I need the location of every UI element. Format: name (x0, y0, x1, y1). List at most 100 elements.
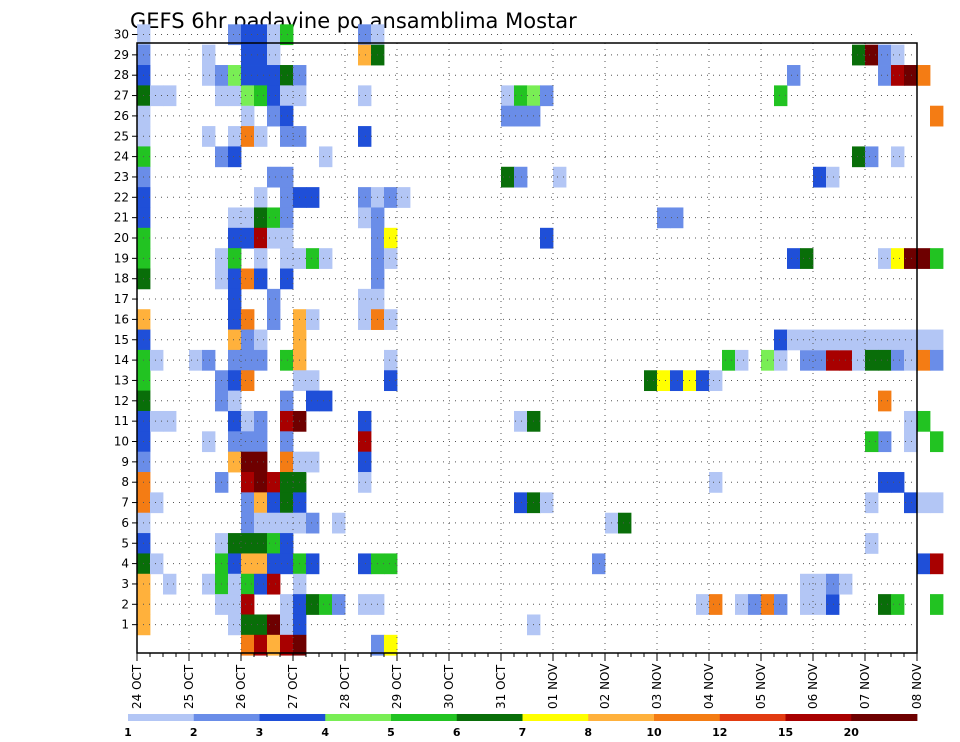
cell-156 (280, 349, 294, 371)
legend-label-6: 6 (453, 726, 461, 739)
cell-90 (241, 349, 255, 371)
cell-97 (241, 512, 255, 534)
y-tick-label-27: 27 (114, 89, 129, 103)
y-tick-label-13: 13 (114, 373, 129, 387)
cell-107 (254, 85, 268, 107)
cell-233 (384, 349, 398, 371)
cell-281 (800, 248, 814, 269)
cell-229 (384, 187, 398, 208)
cell-332 (891, 594, 905, 615)
cell-88 (241, 309, 255, 330)
cell-127 (267, 24, 281, 46)
cell-349 (930, 492, 944, 514)
x-tick-label-3: 27 OCT (286, 664, 300, 709)
cell-166 (280, 594, 294, 615)
y-tick-label-26: 26 (114, 109, 129, 123)
cell-241 (514, 85, 528, 107)
cell-64 (228, 288, 242, 310)
cell-268 (709, 594, 723, 615)
cell-85 (241, 207, 255, 229)
cell-138 (267, 492, 281, 514)
cell-60 (228, 207, 242, 229)
cell-228 (371, 634, 385, 656)
cell-260 (657, 207, 671, 229)
cell-131 (267, 105, 281, 127)
cell-320 (878, 248, 892, 269)
cell-262 (670, 207, 684, 229)
cell-347 (930, 553, 944, 575)
cell-165 (280, 553, 294, 575)
cell-124 (254, 573, 268, 595)
cell-297 (891, 329, 905, 351)
cell-289 (787, 329, 801, 351)
cell-111 (254, 227, 268, 249)
cell-93 (241, 431, 255, 453)
cell-149 (280, 126, 294, 147)
cell-342 (917, 492, 931, 514)
cell-158 (280, 410, 294, 432)
cell-261 (670, 370, 684, 392)
cell-344 (930, 105, 944, 127)
cell-119 (254, 472, 268, 493)
cell-96 (241, 492, 255, 514)
cell-70 (228, 410, 242, 432)
cell-34 (163, 85, 177, 107)
y-tick-label-21: 21 (114, 211, 129, 225)
cell-208 (358, 207, 372, 229)
cell-237 (397, 187, 411, 208)
cell-313 (930, 349, 944, 371)
cell-264 (696, 370, 710, 392)
cell-310 (891, 349, 905, 371)
x-tick-label-15: 08 NOV (910, 663, 924, 709)
y-tick-label-19: 19 (114, 251, 129, 265)
cell-296 (878, 329, 892, 351)
cell-269 (722, 349, 736, 371)
cell-282 (800, 349, 814, 371)
y-tick-label-28: 28 (114, 68, 129, 82)
x-tick-label-1: 25 OCT (182, 664, 196, 709)
cell-35 (163, 410, 177, 432)
cell-68 (228, 370, 242, 392)
cell-141 (267, 553, 281, 575)
cell-317 (865, 146, 879, 168)
cell-190 (306, 309, 320, 330)
cell-231 (384, 248, 398, 269)
y-tick-label-8: 8 (121, 475, 129, 489)
y-tick-label-2: 2 (121, 597, 129, 611)
cell-57 (228, 65, 242, 86)
cell-155 (280, 268, 294, 290)
cell-103 (241, 634, 255, 656)
cell-38 (202, 44, 216, 66)
cell-142 (267, 573, 281, 595)
cell-333 (891, 65, 905, 86)
cell-235 (384, 553, 398, 575)
x-axis: 24 OCT 25 OCT 26 OCT 27 OCT 28 OCT 29 OCT 30 O… (130, 653, 924, 709)
y-tick-label-7: 7 (121, 496, 129, 510)
cell-202 (332, 594, 346, 615)
cell-105 (254, 44, 268, 66)
cell-255 (592, 553, 606, 575)
cell-213 (358, 451, 372, 473)
cell-98 (241, 533, 255, 554)
cell-191 (306, 370, 320, 392)
cell-215 (358, 553, 372, 575)
cell-80 (241, 44, 255, 66)
cell-151 (280, 187, 294, 208)
cell-266 (709, 472, 723, 493)
cell-123 (254, 553, 268, 575)
cell-267 (696, 594, 710, 615)
cell-203 (358, 24, 372, 46)
cell-207 (358, 187, 372, 208)
cell-239 (501, 105, 515, 127)
cell-330 (891, 146, 905, 168)
cell-121 (254, 512, 268, 534)
y-tick-label-15: 15 (114, 333, 129, 347)
cell-321 (878, 390, 892, 412)
y-tick-label-24: 24 (114, 150, 129, 164)
cell-193 (306, 451, 320, 473)
y-tick-label-1: 1 (121, 618, 129, 632)
chart-title: GEFS 6hr padavine po ansamblima Mostar (130, 9, 577, 33)
cell-206 (358, 126, 372, 147)
x-tick-label-10: 03 NOV (650, 663, 664, 709)
cell-112 (254, 248, 268, 269)
